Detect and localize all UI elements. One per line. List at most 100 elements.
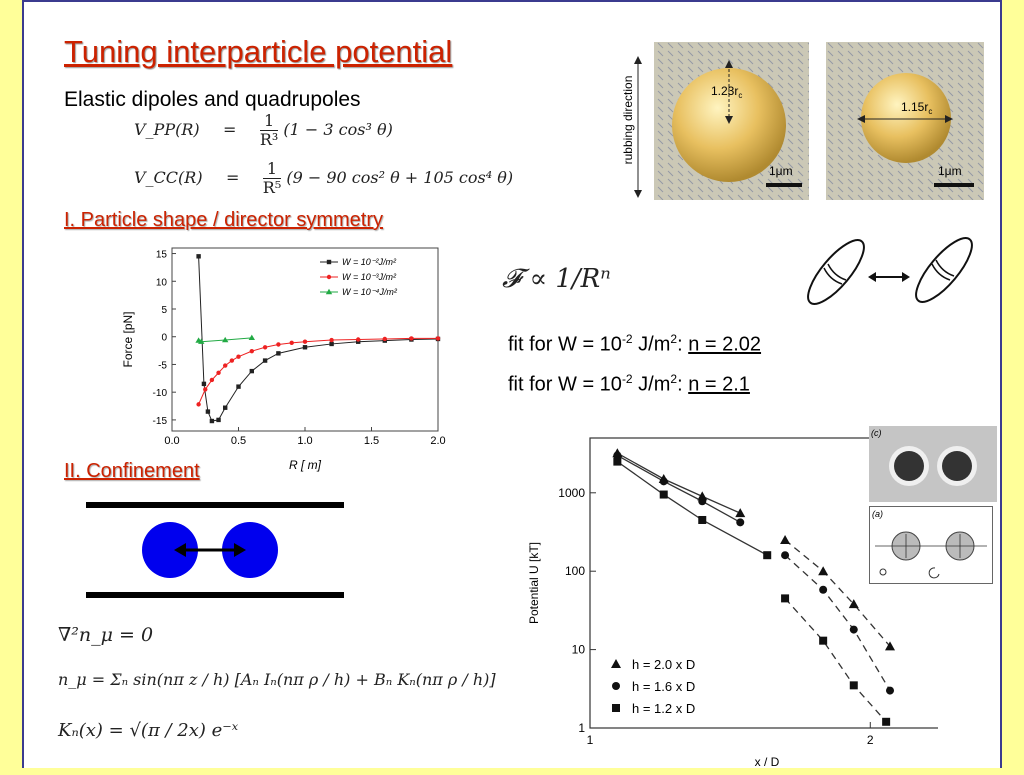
fit-line-2: fit for W = 10-2 J/m2: n = 2.1 [508, 372, 750, 397]
fit-2-unit: J/m [632, 373, 671, 396]
force-series-0-point [236, 384, 241, 389]
force-series-0-point [356, 339, 361, 344]
potential-series-2-point [659, 490, 668, 499]
force-y-tick-label: 5 [161, 305, 167, 316]
inset-a-svg: (a) [869, 506, 993, 584]
force-law: 𝓕 ∝ 1/Rⁿ [502, 264, 611, 294]
fit-line-1: fit for W = 10-2 J/m2: n = 2.02 [508, 332, 761, 357]
force-series-2-point [248, 334, 255, 341]
confinement-svg [86, 502, 344, 598]
section-shape: I. Particle shape / director symmetry [64, 209, 383, 231]
ellipsoid-left [807, 239, 865, 305]
potential-legend-2-marker [612, 704, 620, 712]
potential-legend-0-label: h = 2.0 x D [632, 657, 695, 672]
force-x-tick-label: 0.0 [164, 435, 179, 447]
force-series-0-point [196, 254, 201, 259]
force-chart: 0.0 0.5 1.0 1.5 2.0 15 10 5 0 -5 -10 -15 R [ m] Force… [98, 242, 448, 477]
potential-series-1-point [849, 625, 858, 634]
potential-series-2-point [882, 717, 891, 726]
potential-x-tick-label: 2 [867, 733, 874, 747]
force-series-0-point [262, 358, 268, 363]
fit-2-exponent: -2 [621, 372, 633, 386]
potential-series-2-dashed-fit [784, 597, 887, 723]
vcc-equals: = [225, 168, 240, 187]
vpp-numerator: 1 [259, 112, 279, 131]
potential-series-1-point [736, 518, 745, 527]
rotation-icon [928, 567, 940, 579]
right-radius-label: 1.15rc [901, 100, 932, 116]
laplace-equation: ∇²n_μ = 0 [58, 624, 154, 646]
potential-series-1-point [698, 497, 707, 506]
force-series-0-point [249, 368, 254, 374]
inset-a-label: (a) [872, 509, 883, 519]
director-icon [879, 568, 887, 576]
force-series-0-point [209, 418, 215, 424]
vpp-fraction: 1 R³ [259, 112, 279, 149]
force-series-1-point [203, 387, 208, 392]
force-series-1-point [216, 370, 221, 375]
force-y-tick-label: -5 [158, 360, 167, 371]
force-series-1-point [229, 358, 235, 363]
force-series-1-point [262, 345, 268, 350]
vcc-numerator: 1 [262, 160, 282, 179]
left-radius-label: 1.23rc [711, 84, 742, 100]
ellipsoid-svg [807, 237, 973, 305]
bottom-wall [86, 592, 344, 598]
potential-y-axis-label: Potential U [kT] [527, 542, 541, 624]
fit-1-colon: : [677, 333, 689, 356]
vcc-denominator: R⁵ [262, 178, 282, 197]
potential-series-0-point [818, 566, 829, 576]
fit-1-unit-exponent: 2 [670, 332, 678, 346]
vcc-equation: V_CC(R) = 1 R⁵ (9 − 90 cos² θ + 105 cos⁴ … [134, 160, 513, 197]
confinement-diagram [84, 500, 354, 600]
left-scale-label: 1μm [769, 164, 793, 178]
force-legend-2-label: W = 10⁻⁴J/m² [342, 287, 398, 297]
potential-x-axis-label: x / D [755, 755, 780, 769]
right-scale-bar [934, 183, 974, 187]
potential-y-tick-label: 100 [565, 564, 585, 578]
force-series-1-point [382, 336, 387, 342]
right-scale-label: 1μm [938, 164, 962, 178]
page-title: Tuning interparticle potential [64, 34, 453, 69]
potential-series-1-dashed-fit [784, 554, 891, 691]
force-series-0-point [223, 405, 228, 410]
potential-series-2-point [849, 681, 858, 690]
vpp-lhs: V_PP(R) [134, 120, 200, 139]
force-y-tick-label: 10 [156, 277, 168, 288]
force-series-1-point [409, 336, 414, 341]
potential-legend-2-label: h = 1.2 x D [632, 701, 695, 716]
micrograph-panel: rubbing direction [616, 42, 988, 202]
vpp-rhs: (1 − 3 cos³ θ) [283, 120, 393, 139]
force-series-1-point [302, 339, 308, 344]
potential-series-2-point [613, 457, 622, 466]
force-series-0-point [329, 341, 334, 347]
force-series-1-point [435, 336, 441, 341]
potential-y-tick-label: 1 [578, 721, 585, 735]
rubbing-arrow [634, 56, 642, 198]
vpp-equation: V_PP(R) = 1 R³ (1 − 3 cos³ θ) [134, 112, 393, 149]
potential-series-0-point [848, 599, 859, 609]
top-wall [86, 502, 344, 508]
fit-2-prefix: fit for W = 10 [508, 373, 622, 396]
force-x-tick-label: 0.5 [231, 435, 246, 447]
force-x-tick-label: 2.0 [430, 435, 445, 447]
potential-series-1-point [659, 477, 668, 486]
potential-series-1-point [819, 585, 828, 594]
double-arrow-icon [868, 272, 910, 282]
micrograph-svg: rubbing direction [621, 42, 984, 200]
ellipsoid-diagram [800, 230, 980, 312]
force-x-tick-label: 1.0 [297, 435, 312, 447]
fit-1-prefix: fit for W = 10 [508, 333, 622, 356]
inset-a: (a) [869, 506, 993, 584]
force-y-tick-label: 0 [161, 333, 167, 344]
potential-series-1-point [781, 551, 790, 560]
force-y-tick-label: -10 [153, 388, 168, 399]
bessel-equation: Kₙ(x) = √(π / 2x) e⁻ˣ [58, 720, 239, 741]
force-series-1-line [198, 337, 438, 405]
force-series-1-point [249, 348, 254, 354]
force-plot-frame [171, 247, 439, 432]
subtitle: Elastic dipoles and quadrupoles [64, 88, 361, 111]
inset-c: (c) [869, 426, 997, 502]
potential-series-0-solid-fit [617, 452, 741, 514]
force-series-1-point [196, 402, 201, 407]
